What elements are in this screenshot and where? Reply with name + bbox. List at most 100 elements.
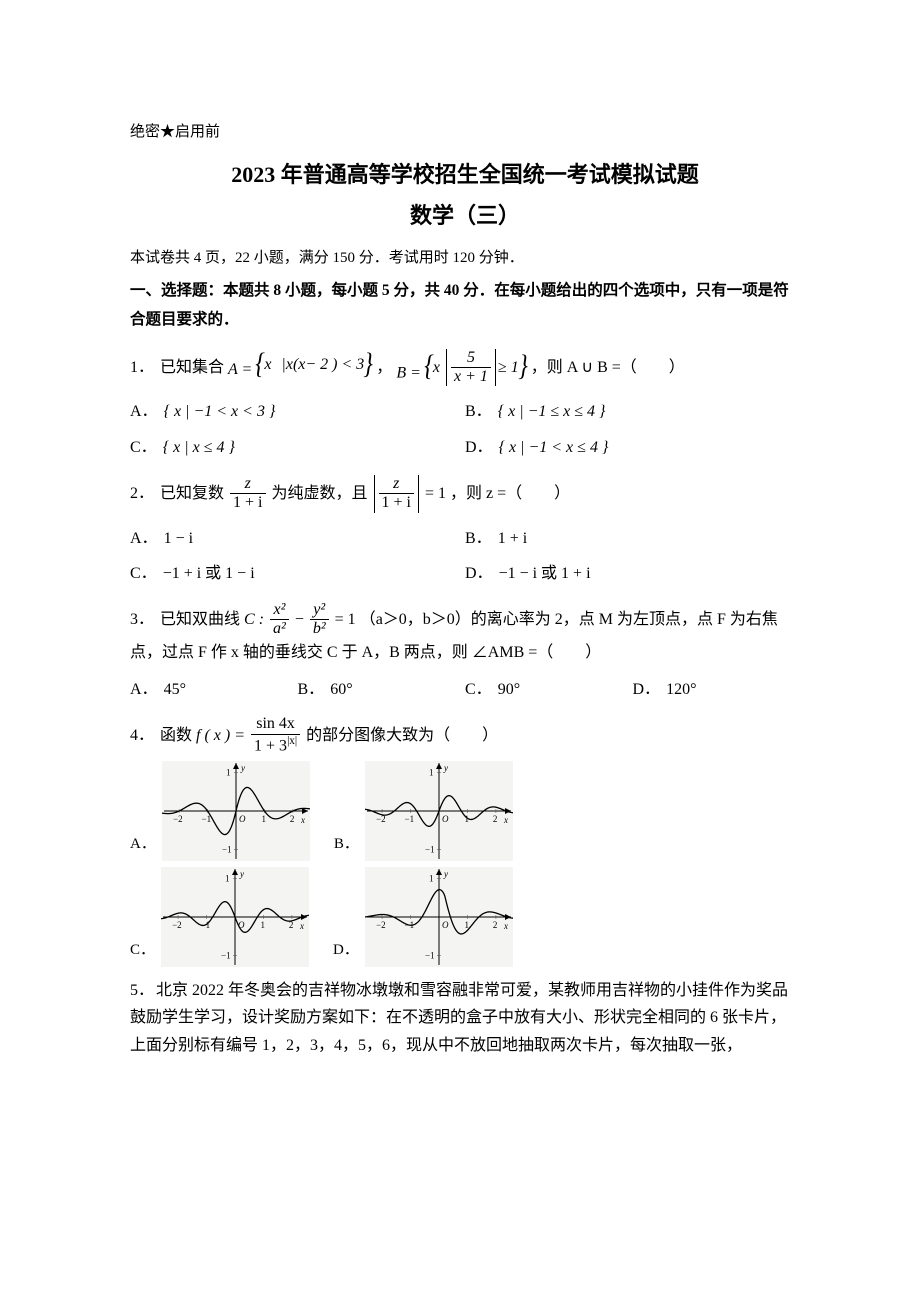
- question-4: 4． 函数 f ( x ) = sin 4x 1 + 3|x| 的部分图像大致为…: [130, 715, 800, 967]
- svg-text:−2: −2: [172, 920, 182, 930]
- question-1: 1． 已知集合 A = { x | x ( x − 2 ) < 3 } ， B …: [130, 349, 800, 465]
- svg-text:y: y: [443, 763, 448, 773]
- q1-opt-C: C．{ x | x ≤ 4 }: [130, 430, 465, 465]
- q2-options: A．1 − i B．1 + i C．−1 + i 或 1 − i D．−1 − …: [130, 521, 800, 591]
- svg-text:−1: −1: [222, 845, 232, 855]
- q2-pre: 已知复数: [160, 480, 224, 507]
- q1-mid: ，: [376, 354, 392, 381]
- q2-stem: 2． 已知复数 z1 + i 为纯虚数，且 z1 + i = 1 ，则 z =（…: [130, 475, 800, 513]
- q5-number: 5．: [130, 982, 154, 999]
- q4-letter-B: B．: [334, 832, 359, 862]
- q3-opt-C: C．90°: [465, 674, 633, 705]
- q3-number: 3．: [130, 606, 154, 633]
- q4-letter-A: A．: [130, 832, 156, 862]
- q3-opt-A: A．45°: [130, 674, 298, 705]
- q1-setB: B = { x 5x + 1 ≥ 1 }: [396, 349, 526, 387]
- q1-pre: 已知集合: [160, 354, 224, 381]
- q4-plot-B: −2−112−11Oxy: [365, 761, 513, 861]
- q3-minus: −: [295, 606, 304, 633]
- q4-graphs-row2: C． −2−112−11Oxy D． −2−112−11Oxy: [130, 867, 800, 967]
- q2-opt-D: D．−1 − i 或 1 + i: [465, 556, 800, 591]
- svg-text:−1: −1: [221, 951, 231, 961]
- exam-title: 2023 年普通高等学校招生全国统一考试模拟试题: [130, 156, 800, 193]
- q3-cond: （a＞0，b＞0）的离心率为 2，点 M 为左顶点，点 F 为右焦: [360, 606, 778, 633]
- q3-eq: = 1: [335, 606, 356, 633]
- svg-text:1: 1: [429, 768, 434, 778]
- q4-graph-B: B． −2−112−11Oxy: [334, 761, 513, 861]
- q3-term1: x²a²: [270, 601, 289, 639]
- svg-text:O: O: [238, 920, 245, 930]
- q1-opt-B: B．{ x | −1 ≤ x ≤ 4 }: [465, 394, 800, 429]
- svg-text:−2: −2: [376, 920, 386, 930]
- q1-opt-D: D．{ x | −1 < x ≤ 4 }: [465, 430, 800, 465]
- q3-stem: 3． 已知双曲线 C : x²a² − y²b² = 1 （a＞0，b＞0）的离…: [130, 601, 800, 639]
- question-3: 3． 已知双曲线 C : x²a² − y²b² = 1 （a＞0，b＞0）的离…: [130, 601, 800, 705]
- q1-opt-A: A．{ x | −1 < x < 3 }: [130, 394, 465, 429]
- q1-stem: 1． 已知集合 A = { x | x ( x − 2 ) < 3 } ， B …: [130, 349, 800, 387]
- svg-text:−2: −2: [173, 814, 183, 824]
- q4-graphs-row1: A． −2−112−11Oxy B． −2−112−11Oxy: [130, 761, 800, 861]
- svg-text:O: O: [442, 920, 449, 930]
- q2-opt-A: A．1 − i: [130, 521, 465, 556]
- svg-text:1: 1: [225, 874, 230, 884]
- q4-pre: 函数: [160, 722, 192, 749]
- confidential-label: 绝密★启用前: [130, 120, 800, 146]
- q3-line2: 点，过点 F 作 x 轴的垂线交 C 于 A，B 两点，则 ∠AMB =（ ）: [130, 639, 800, 666]
- q3-pre: 已知双曲线: [160, 606, 240, 633]
- svg-text:x: x: [503, 921, 508, 931]
- q4-fx: f ( x ) =: [196, 722, 245, 749]
- q3-opt-B: B．60°: [298, 674, 466, 705]
- q3-term2: y²b²: [310, 601, 329, 639]
- question-2: 2． 已知复数 z1 + i 为纯虚数，且 z1 + i = 1 ，则 z =（…: [130, 475, 800, 591]
- svg-text:2: 2: [493, 920, 498, 930]
- svg-text:O: O: [239, 814, 246, 824]
- exam-intro: 本试卷共 4 页，22 小题，满分 150 分．考试用时 120 分钟．: [130, 246, 800, 272]
- q4-post: 的部分图像大致为（ ）: [306, 722, 498, 749]
- q5-text: 北京 2022 年冬奥会的吉祥物冰墩墩和雪容融非常可爱，某教师用吉祥物的小挂件作…: [130, 982, 788, 1053]
- q3-opt-D: D．120°: [633, 674, 801, 705]
- q4-letter-C: C．: [130, 938, 155, 968]
- q1-options: A．{ x | −1 < x < 3 } B．{ x | −1 ≤ x ≤ 4 …: [130, 394, 800, 464]
- exam-subtitle: 数学（三）: [130, 197, 800, 234]
- q4-number: 4．: [130, 722, 154, 749]
- q1-post: ，则 A ∪ B =（ ）: [531, 354, 685, 381]
- svg-text:O: O: [442, 814, 449, 824]
- svg-text:x: x: [300, 815, 305, 825]
- svg-text:2: 2: [290, 814, 295, 824]
- svg-text:y: y: [240, 763, 245, 773]
- q4-frac: sin 4x 1 + 3|x|: [251, 715, 300, 755]
- q2-abs: z1 + i: [372, 475, 421, 513]
- q4-plot-D: −2−112−11Oxy: [365, 867, 513, 967]
- q2-number: 2．: [130, 480, 154, 507]
- svg-text:y: y: [443, 869, 448, 879]
- q4-plot-C: −2−112−11Oxy: [161, 867, 309, 967]
- q2-frac1: z1 + i: [230, 475, 265, 513]
- q4-graph-D: D． −2−112−11Oxy: [333, 867, 513, 967]
- svg-text:1: 1: [261, 814, 266, 824]
- q4-graph-A: A． −2−112−11Oxy: [130, 761, 310, 861]
- q2-opt-B: B．1 + i: [465, 521, 800, 556]
- q3-C-label: C :: [244, 606, 264, 633]
- svg-text:1: 1: [226, 768, 231, 778]
- q4-letter-D: D．: [333, 938, 359, 968]
- svg-text:y: y: [239, 869, 244, 879]
- svg-text:2: 2: [493, 814, 498, 824]
- section-1-heading: 一、选择题：本题共 8 小题，每小题 5 分，共 40 分．在每小题给出的四个选…: [130, 276, 800, 335]
- q4-graph-C: C． −2−112−11Oxy: [130, 867, 309, 967]
- svg-text:−1: −1: [425, 845, 435, 855]
- svg-text:−1: −1: [404, 814, 414, 824]
- q3-options: A．45° B．60° C．90° D．120°: [130, 674, 800, 705]
- q2-mid1: 为纯虚数，且: [272, 480, 368, 507]
- q4-stem: 4． 函数 f ( x ) = sin 4x 1 + 3|x| 的部分图像大致为…: [130, 715, 800, 755]
- svg-text:−1: −1: [425, 951, 435, 961]
- q4-plot-A: −2−112−11Oxy: [162, 761, 310, 861]
- svg-text:x: x: [503, 815, 508, 825]
- svg-text:1: 1: [260, 920, 265, 930]
- q2-mid2: = 1 ，则 z =（ ）: [425, 480, 570, 507]
- svg-text:1: 1: [429, 874, 434, 884]
- question-5: 5．北京 2022 年冬奥会的吉祥物冰墩墩和雪容融非常可爱，某教师用吉祥物的小挂…: [130, 977, 800, 1059]
- svg-text:x: x: [299, 921, 304, 931]
- q1-number: 1．: [130, 354, 154, 381]
- q2-opt-C: C．−1 + i 或 1 − i: [130, 556, 465, 591]
- q1-setA: A = { x | x ( x − 2 ) < 3 }: [228, 351, 372, 383]
